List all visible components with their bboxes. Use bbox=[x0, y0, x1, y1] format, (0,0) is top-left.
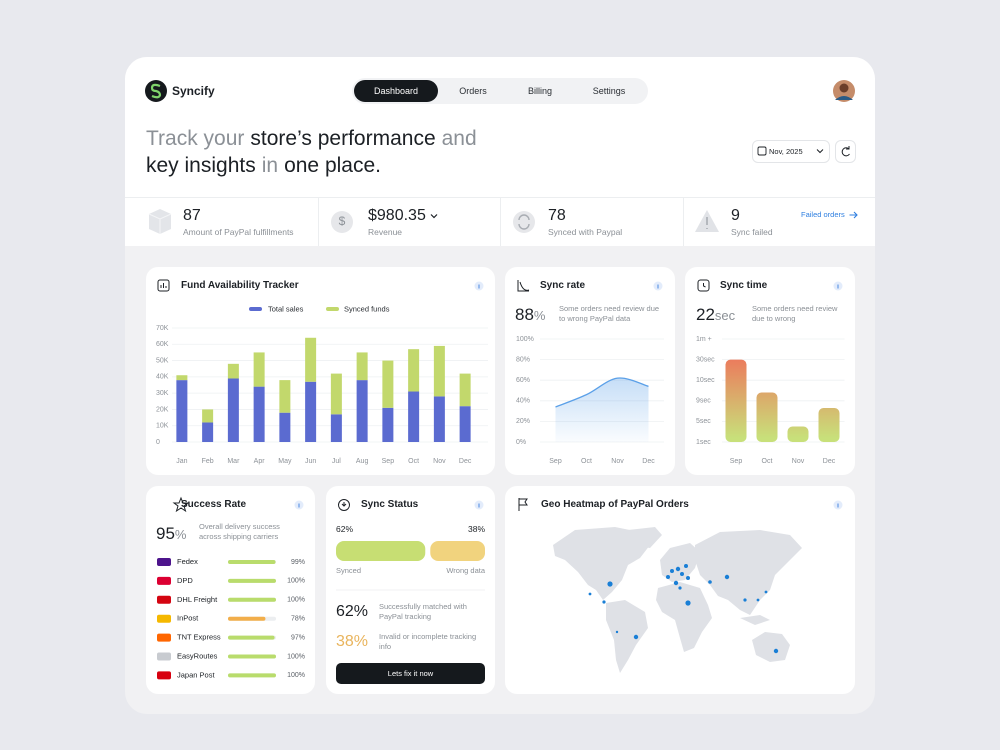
headline-part: key insights bbox=[146, 154, 256, 177]
failed-orders-link[interactable]: Failed orders bbox=[801, 210, 858, 219]
headline-line: Track your store’s performance and bbox=[146, 125, 477, 152]
divider bbox=[500, 198, 501, 246]
headline-value: 88% bbox=[515, 305, 545, 325]
link-text: Failed orders bbox=[801, 210, 845, 219]
unit: % bbox=[533, 308, 546, 323]
nav: Dashboard Orders Billing Settings bbox=[352, 78, 648, 104]
headline-part: Track your bbox=[146, 127, 245, 150]
panel bbox=[146, 486, 315, 694]
panel bbox=[146, 267, 495, 475]
status-name: Synced bbox=[336, 566, 362, 575]
panel-title: Sync time bbox=[720, 280, 768, 291]
nav-item[interactable]: Billing bbox=[527, 86, 552, 96]
panel bbox=[505, 486, 855, 694]
arrow bbox=[849, 211, 858, 218]
headline: Track your store’s performance and key insi… bbox=[146, 125, 477, 179]
headline-part: in bbox=[261, 154, 279, 177]
panel-title: Success Rate bbox=[181, 499, 247, 510]
stat-value: 9 bbox=[731, 207, 740, 224]
note: Overall delivery success across shipping… bbox=[199, 522, 280, 541]
headline-part: and bbox=[441, 127, 477, 150]
date-picker[interactable] bbox=[752, 140, 830, 163]
stat-value: 9 bbox=[731, 207, 740, 225]
stat-value: 87 bbox=[183, 207, 201, 224]
status-value: 38% bbox=[336, 633, 369, 650]
headline-part: store’s performance bbox=[250, 127, 436, 150]
panel bbox=[685, 267, 855, 475]
refresh-button[interactable] bbox=[835, 140, 856, 163]
stat-value: 78 bbox=[548, 207, 566, 224]
nav-item[interactable]: Settings bbox=[592, 86, 626, 96]
panel bbox=[505, 267, 675, 475]
headline-part: one place. bbox=[284, 154, 381, 177]
note: Some orders need review due to wrong Pay… bbox=[559, 304, 660, 323]
stat-label: Synced with Paypal bbox=[548, 227, 623, 237]
status-label: 38% bbox=[467, 524, 485, 534]
headline-line: key insights in one place. bbox=[146, 152, 477, 179]
note: Some orders need review due to wrong bbox=[752, 304, 838, 323]
status-value: 62% bbox=[336, 603, 369, 620]
panel-title: Sync Status bbox=[361, 499, 419, 510]
divider bbox=[125, 197, 875, 198]
fix-button[interactable]: Lets fix it now bbox=[336, 663, 485, 684]
note: Invalid or incomplete tracking info bbox=[379, 632, 477, 651]
note: Successfully matched with PayPal trackin… bbox=[379, 602, 467, 621]
status-label: 62% bbox=[336, 524, 354, 534]
panel-title: Geo Heatmap of PayPal Orders bbox=[541, 499, 689, 510]
value: 88 bbox=[515, 305, 534, 324]
value: 22 bbox=[696, 305, 715, 324]
panel-title: Sync rate bbox=[540, 280, 586, 291]
divider bbox=[683, 198, 684, 246]
stat-value: 87 bbox=[183, 207, 201, 225]
unit: sec bbox=[714, 308, 736, 323]
divider bbox=[318, 198, 319, 246]
unit: % bbox=[174, 527, 187, 542]
stat-value: $980.35 bbox=[368, 207, 438, 225]
brand: Syncify bbox=[172, 84, 215, 98]
headline-value: 22sec bbox=[696, 305, 735, 325]
date-text: Nov, 2025 bbox=[769, 147, 803, 156]
nav-item[interactable]: Orders bbox=[459, 86, 487, 96]
stat-value: $980.35 bbox=[368, 207, 426, 224]
chevron[interactable] bbox=[430, 212, 438, 220]
panel-title: Fund Availability Tracker bbox=[181, 280, 299, 291]
stat-label: Amount of PayPal fulfillments bbox=[183, 227, 294, 237]
stat-label: Sync failed bbox=[731, 227, 773, 237]
status-name: Wrong data bbox=[446, 566, 485, 575]
value: 95 bbox=[156, 524, 175, 543]
stat-label: Revenue bbox=[368, 227, 403, 237]
stat-value: 78 bbox=[548, 207, 566, 225]
headline-value: 95% bbox=[156, 524, 186, 544]
nav-item[interactable]: Dashboard bbox=[354, 80, 438, 102]
